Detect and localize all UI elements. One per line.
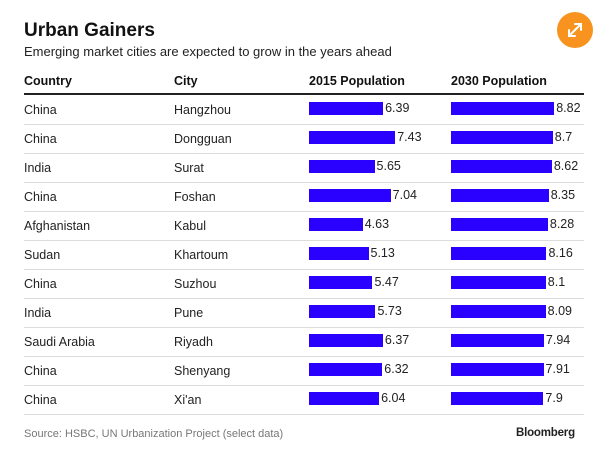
- value-label-2030: 8.7: [554, 130, 573, 144]
- city-cell: Dongguan: [174, 132, 232, 146]
- city-cell: Xi'an: [174, 393, 202, 407]
- table-row: China Suzhou 5.47 8.1: [24, 269, 584, 299]
- table-row: China Xi'an 6.04 7.9: [24, 385, 584, 415]
- table-row: China Shenyang 6.32 7.91: [24, 356, 584, 386]
- value-label-2030: 8.28: [549, 217, 575, 231]
- city-cell: Riyadh: [174, 335, 213, 349]
- city-cell: Surat: [174, 161, 204, 175]
- bar-2015: [309, 334, 383, 347]
- bloomberg-logo: Bloomberg: [516, 427, 575, 439]
- value-label-2030: 7.91: [545, 362, 570, 376]
- bar-2030: [451, 160, 552, 173]
- value-label-2030: 7.94: [545, 333, 571, 347]
- country-cell: China: [24, 190, 57, 204]
- country-cell: China: [24, 103, 57, 117]
- table-header: Country City 2015 Population 2030 Popula…: [24, 72, 584, 94]
- bar-2030: [451, 247, 547, 260]
- bar-2015: [309, 218, 363, 231]
- bar-2030: [451, 131, 553, 144]
- bar-2015: [309, 160, 375, 173]
- source-note: Source: HSBC, UN Urbanization Project (s…: [24, 428, 284, 440]
- table-row: Afghanistan Kabul 4.63 8.28: [24, 211, 584, 241]
- table-row: China Hangzhou 6.39 8.82: [24, 95, 584, 125]
- country-cell: China: [24, 277, 57, 291]
- city-cell: Khartoum: [174, 248, 229, 262]
- bar-2030: [451, 218, 548, 231]
- value-label-2015: 6.04: [381, 391, 406, 405]
- country-cell: China: [24, 364, 57, 378]
- table-row: China Dongguan 7.43 8.7: [24, 124, 584, 154]
- country-cell: Sudan: [24, 248, 61, 262]
- value-label-2030: 8.16: [548, 246, 573, 260]
- bar-2015: [309, 131, 396, 144]
- bar-2030: [451, 189, 549, 202]
- bar-2030: [451, 102, 555, 115]
- value-label-2015: 5.47: [374, 275, 399, 289]
- value-label-2030: 8.35: [550, 188, 576, 202]
- chart-subtitle: Emerging market cities are expected to g…: [24, 44, 392, 59]
- bar-2030: [451, 334, 544, 347]
- country-cell: India: [24, 306, 52, 320]
- bar-2030: [451, 363, 544, 376]
- city-cell: Suzhou: [174, 277, 217, 291]
- header-2015-population: 2015 Population: [309, 74, 405, 88]
- bar-2030: [451, 392, 544, 405]
- table-row: Saudi Arabia Riyadh 6.37 7.94: [24, 327, 584, 357]
- table-row: China Foshan 7.04 8.35: [24, 182, 584, 212]
- country-cell: Afghanistan: [24, 219, 91, 233]
- header-city: City: [174, 74, 198, 88]
- value-label-2030: 8.09: [547, 304, 572, 318]
- header-divider: [24, 93, 584, 95]
- value-label-2030: 8.1: [547, 275, 566, 289]
- value-label-2015: 5.13: [370, 246, 395, 260]
- value-label-2030: 8.82: [556, 101, 581, 115]
- bar-2015: [309, 305, 376, 318]
- city-cell: Foshan: [174, 190, 216, 204]
- chart-title: Urban Gainers: [24, 20, 155, 41]
- city-cell: Kabul: [174, 219, 206, 233]
- expand-button[interactable]: [557, 12, 593, 48]
- value-label-2015: 5.65: [376, 159, 401, 173]
- table-row: India Pune 5.73 8.09: [24, 298, 584, 328]
- bar-2015: [309, 392, 380, 405]
- bar-2015: [309, 189, 391, 202]
- city-cell: Hangzhou: [174, 103, 231, 117]
- value-label-2030: 8.62: [553, 159, 579, 173]
- value-label-2015: 7.04: [392, 188, 417, 202]
- value-label-2015: 6.37: [384, 333, 410, 347]
- city-cell: Shenyang: [174, 364, 231, 378]
- header-country: Country: [24, 74, 72, 88]
- bar-2015: [309, 247, 369, 260]
- value-label-2015: 5.73: [377, 304, 402, 318]
- header-2030-population: 2030 Population: [451, 74, 547, 88]
- bar-2030: [451, 305, 546, 318]
- value-label-2015: 7.43: [397, 130, 422, 144]
- country-cell: India: [24, 161, 52, 175]
- value-label-2015: 6.32: [384, 362, 409, 376]
- city-cell: Pune: [174, 306, 204, 320]
- value-label-2030: 7.9: [545, 391, 563, 405]
- country-cell: Saudi Arabia: [24, 335, 95, 349]
- table-row: Sudan Khartoum 5.13 8.16: [24, 240, 584, 270]
- bar-2030: [451, 276, 546, 289]
- bar-2015: [309, 276, 373, 289]
- country-cell: China: [24, 132, 57, 146]
- value-label-2015: 6.39: [385, 101, 410, 115]
- value-label-2015: 4.63: [364, 217, 390, 231]
- expand-icon: [568, 23, 582, 37]
- country-cell: China: [24, 393, 57, 407]
- table-row: India Surat 5.65 8.62: [24, 153, 584, 183]
- bar-2015: [309, 363, 383, 376]
- bar-2015: [309, 102, 384, 115]
